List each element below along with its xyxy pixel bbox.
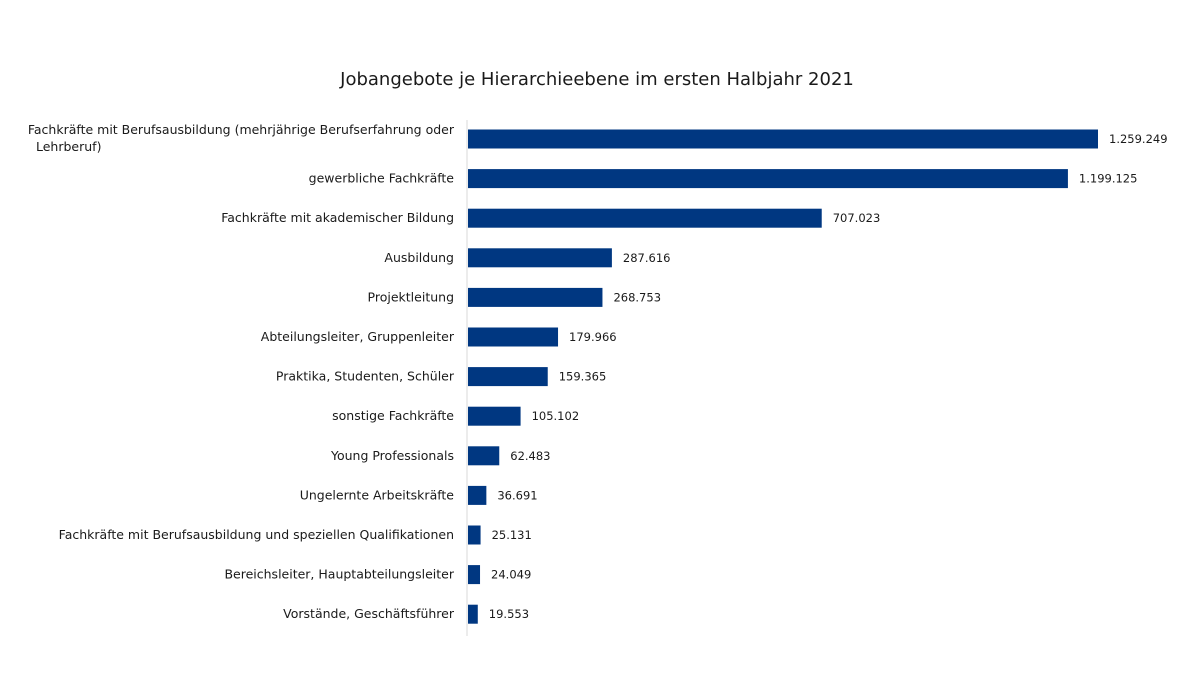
bar-1: [468, 129, 1098, 149]
value-label-11: 25.131: [492, 528, 532, 542]
category-label-13: Vorstände, Geschäftsführer: [283, 606, 455, 621]
chart-title: Jobangebote je Hierarchieebene im ersten…: [339, 69, 854, 90]
bar-4: [468, 248, 612, 268]
category-labels-group: Fachkräfte mit Berufsausbildung (mehrjäh…: [28, 122, 455, 621]
category-label-8: sonstige Fachkräfte: [332, 408, 454, 423]
value-label-5: 268.753: [613, 290, 661, 304]
value-label-8: 105.102: [532, 409, 580, 423]
bar-5: [468, 287, 603, 307]
value-label-10: 36.691: [497, 488, 537, 502]
bar-9: [468, 446, 500, 466]
bar-10: [468, 485, 487, 505]
category-label-9: Young Professionals: [330, 448, 454, 463]
value-label-1: 1.259.249: [1109, 132, 1168, 146]
category-label-11: Fachkräfte mit Berufsausbildung und spez…: [59, 527, 454, 542]
category-label-7: Praktika, Studenten, Schüler: [276, 369, 455, 384]
value-label-3: 707.023: [833, 211, 881, 225]
category-label-3: Fachkräfte mit akademischer Bildung: [221, 210, 454, 225]
category-label-10: Ungelernte Arbeitskräfte: [300, 487, 455, 502]
bar-12: [468, 565, 481, 585]
category-label-1: Fachkräfte mit Berufsausbildung (mehrjäh…: [28, 122, 455, 154]
value-label-12: 24.049: [491, 568, 531, 582]
value-label-6: 179.966: [569, 330, 617, 344]
bar-13: [468, 604, 478, 624]
bar-3: [468, 208, 822, 228]
category-label-6: Abteilungsleiter, Gruppenleiter: [261, 329, 455, 344]
bar-8: [468, 406, 521, 426]
bar-7: [468, 367, 548, 387]
value-label-7: 159.365: [559, 370, 607, 384]
category-label-4: Ausbildung: [384, 250, 454, 265]
value-label-4: 287.616: [623, 251, 671, 265]
value-label-9: 62.483: [510, 449, 550, 463]
value-label-2: 1.199.125: [1079, 172, 1138, 186]
category-label-12: Bereichsleiter, Hauptabteilungsleiter: [224, 567, 454, 582]
bar-2: [468, 169, 1068, 189]
value-label-13: 19.553: [489, 607, 529, 621]
category-label-2: gewerbliche Fachkräfte: [309, 171, 455, 186]
bar-11: [468, 525, 481, 545]
category-label-5: Projektleitung: [368, 289, 454, 304]
bars-group: [468, 129, 1098, 624]
value-labels-group: 1.259.249 1.199.125 707.023 287.616 268.753 1…: [489, 132, 1168, 621]
bar-6: [468, 327, 559, 347]
